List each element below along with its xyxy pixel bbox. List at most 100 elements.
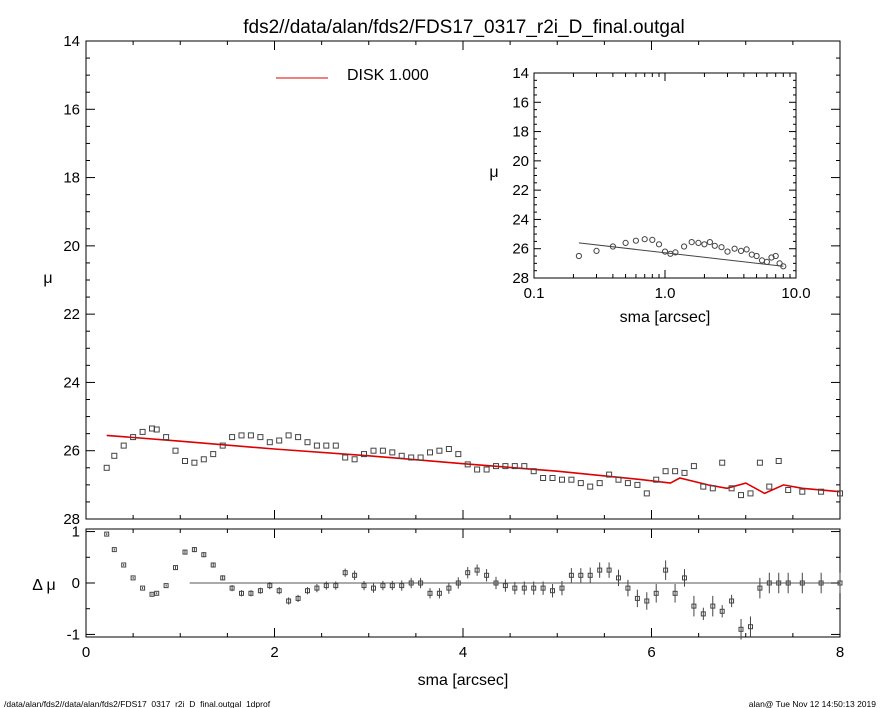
residual-data-point — [389, 583, 395, 589]
residual-data-point — [201, 552, 207, 558]
residual-data-point — [818, 580, 824, 586]
inset-data-point — [743, 246, 750, 253]
main-data-point — [577, 480, 584, 487]
disk-model-line — [106, 434, 841, 495]
main-data-point — [837, 490, 843, 497]
residual-data-point — [710, 603, 716, 609]
residual-data-point — [191, 547, 197, 553]
main-data-point — [540, 475, 547, 481]
residual-data-point — [314, 585, 320, 591]
main-data-point — [653, 476, 660, 483]
x-tick-label: 8 — [836, 644, 844, 661]
main-data-point — [799, 488, 806, 495]
main-data-point — [511, 463, 518, 470]
inset-panel: 14 16 18 20 22 24 26 280.1 1.0 10.0 μ sma [arcsec… — [489, 65, 810, 326]
inset-data-point — [737, 247, 745, 254]
residual-data-point — [578, 572, 584, 578]
inset-data-point — [772, 252, 779, 260]
main-data-point — [266, 439, 273, 446]
main-data-point — [285, 432, 292, 439]
chart-title: fds2//data/alan/fds2/FDS17_0317_r2i_D_fi… — [243, 17, 685, 38]
inset-x-tick-label: 0.1 — [524, 285, 545, 302]
main-data-point — [483, 466, 490, 473]
main-data-point — [719, 459, 726, 466]
main-data-point — [436, 447, 443, 454]
main-data-point — [172, 447, 179, 454]
main-data-point — [103, 464, 110, 471]
inset-data-point — [695, 239, 702, 246]
residual-data-point — [625, 585, 631, 591]
residual-y-tick-label: -1 — [67, 626, 80, 643]
residual-data-point — [436, 590, 442, 596]
main-data-point — [690, 463, 697, 470]
residual-data-point — [521, 585, 527, 591]
main-data-point — [304, 439, 311, 446]
main-data-point — [596, 480, 603, 487]
main-data-point — [191, 459, 198, 466]
main-data-point — [257, 434, 264, 441]
main-y-axis-label: μ — [43, 270, 52, 287]
inset-data-point — [780, 263, 787, 270]
main-y-tick-label: 16 — [63, 101, 80, 118]
main-data-point — [493, 463, 499, 470]
footer-timestamp: alan@ Tue Nov 12 14:50:13 2019 — [749, 699, 877, 708]
main-data-point — [502, 463, 509, 470]
residual-data-point — [502, 583, 508, 589]
inset-data-point — [776, 260, 783, 267]
main-data-point — [521, 463, 528, 470]
main-data-point — [398, 452, 405, 459]
footer-file-path: /data/alan/fds2//data/alan/fds2/FDS17_03… — [4, 699, 271, 708]
residual-data-point — [333, 583, 339, 589]
main-data-point — [163, 434, 170, 441]
main-data-point — [549, 475, 556, 481]
inset-data-point — [672, 249, 679, 256]
main-data-point — [587, 483, 594, 490]
inset-y-tick-label: 16 — [512, 94, 529, 111]
main-data-point — [342, 454, 349, 461]
inset-data-point — [609, 243, 617, 250]
inset-data-point — [763, 258, 771, 265]
main-data-point — [662, 468, 669, 475]
main-data-point — [818, 488, 825, 495]
inset-model-line — [578, 242, 784, 267]
inset-y-tick-label: 26 — [512, 241, 529, 258]
x-tick-label: 2 — [270, 644, 278, 661]
main-data-point — [766, 483, 773, 490]
inset-data-point — [649, 236, 656, 243]
main-data-point — [408, 454, 415, 461]
inset-data-point — [632, 237, 640, 244]
inset-data-point — [768, 254, 775, 261]
residual-data-point — [550, 588, 555, 594]
residual-data-point — [361, 583, 367, 589]
residual-y-tick-label: 1 — [72, 524, 80, 541]
main-data-point — [130, 434, 137, 441]
residual-data-point — [248, 590, 254, 596]
main-data-point — [323, 442, 330, 449]
residual-data-point — [644, 598, 650, 604]
residual-data-point — [672, 590, 678, 596]
inset-data-point — [681, 243, 688, 250]
residual-data-point — [182, 549, 188, 555]
residual-data-point — [352, 572, 358, 578]
main-y-tick-label: 22 — [63, 306, 80, 323]
main-data-point — [559, 476, 565, 483]
residual-data-point — [140, 585, 146, 591]
residual-data-point — [484, 572, 490, 578]
main-data-point — [634, 481, 641, 488]
residual-data-point — [540, 585, 546, 591]
main-data-point — [417, 454, 424, 461]
main-data-point — [709, 485, 716, 492]
main-data-point — [445, 446, 452, 452]
residual-data-point — [729, 598, 735, 604]
residual-data-point — [799, 580, 805, 586]
main-data-point — [139, 428, 146, 435]
main-y-tick-label: 18 — [63, 170, 80, 187]
main-data-point — [700, 483, 707, 490]
residual-data-point — [427, 590, 433, 596]
main-data-point — [747, 490, 754, 497]
main-data-point — [295, 434, 302, 441]
main-data-series — [103, 425, 843, 499]
residual-data-point — [474, 567, 480, 573]
main-data-point — [738, 492, 744, 499]
residual-data-point — [785, 580, 791, 586]
